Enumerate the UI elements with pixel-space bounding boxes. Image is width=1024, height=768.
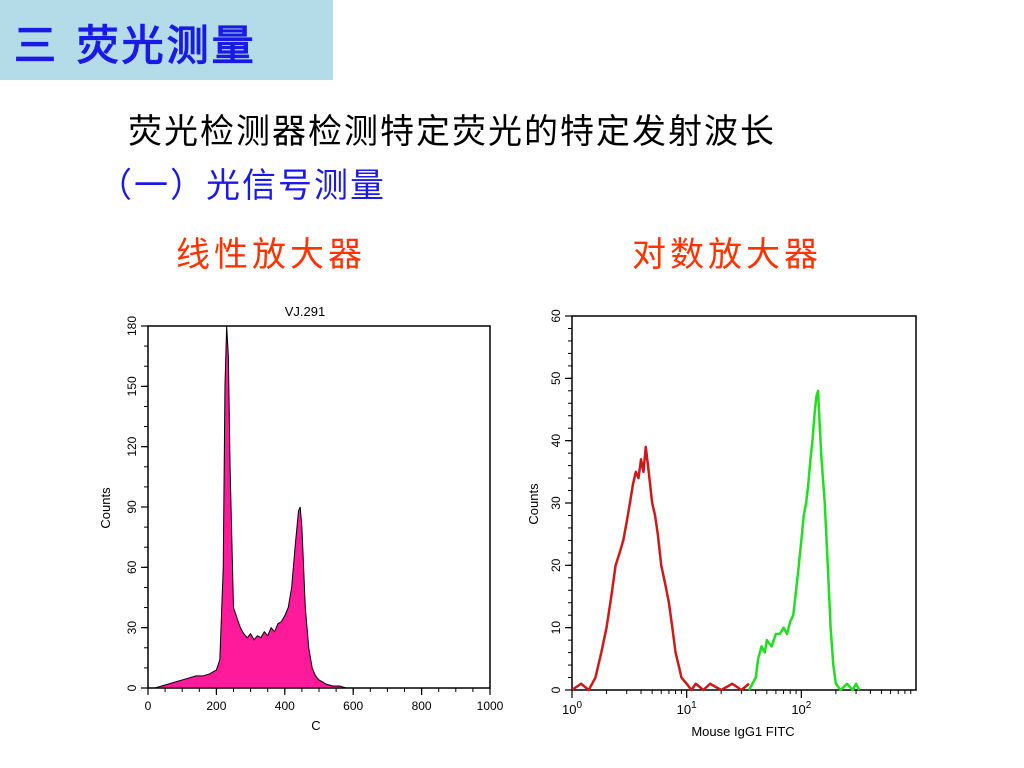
x-tick-label: 800 [412, 699, 432, 713]
x-tick-label: 0 [145, 699, 152, 713]
linear-histogram-chart: VJ.291 0 200 400 600 800 1000 0 30 60 90 120 150 180… [98, 304, 504, 733]
y-tick-label: 150 [125, 376, 139, 396]
chart-title: VJ.291 [285, 304, 325, 319]
y-tick-label: 120 [125, 436, 139, 456]
y-axis-label: Counts [526, 483, 541, 525]
red-series-line [571, 445, 750, 692]
x-tick-label: 400 [275, 699, 295, 713]
x-axis-label: C [311, 718, 320, 733]
y-tick-label: 0 [125, 684, 139, 691]
y-tick-label: 30 [549, 496, 563, 510]
y-tick-label: 0 [549, 686, 563, 693]
x-tick-label: 1000 [477, 699, 504, 713]
x-axis-label: Mouse IgG1 FITC [691, 724, 794, 739]
slide-heading: 荧光检测器检测特定荧光的特定发射波长 [128, 112, 776, 152]
plot-frame [571, 315, 917, 691]
y-tick-label: 50 [549, 371, 563, 385]
x-tick-label: 200 [206, 699, 226, 713]
y-tick-label: 40 [549, 434, 563, 448]
slide-title: 三 荧光测量 [14, 21, 257, 70]
y-tick-label: 60 [549, 309, 563, 323]
y-tick-label: 180 [125, 316, 139, 336]
green-series-line [747, 389, 861, 692]
histogram-area [148, 325, 490, 689]
plot-area: 0 200 400 600 800 1000 0 30 60 90 120 150 180 [125, 316, 504, 713]
log-amplifier-label: 对数放大器 [632, 235, 822, 275]
linear-amplifier-label: 线性放大器 [176, 235, 366, 275]
x-tick-label: 600 [343, 699, 363, 713]
y-tick-label: 90 [125, 500, 139, 514]
x-tick-label: 102 [791, 700, 811, 717]
y-tick-label: 10 [549, 621, 563, 635]
slide-title-box: 三 荧光测量 [0, 0, 333, 80]
y-tick-label: 60 [125, 560, 139, 574]
y-axis-label: Counts [98, 487, 113, 529]
y-tick-label: 20 [549, 558, 563, 572]
x-tick-label: 100 [562, 700, 582, 717]
x-tick-label: 101 [677, 700, 697, 717]
slide-subheading: （一）光信号测量 [98, 166, 386, 206]
y-tick-label: 30 [125, 621, 139, 635]
plot-frame [147, 325, 491, 689]
